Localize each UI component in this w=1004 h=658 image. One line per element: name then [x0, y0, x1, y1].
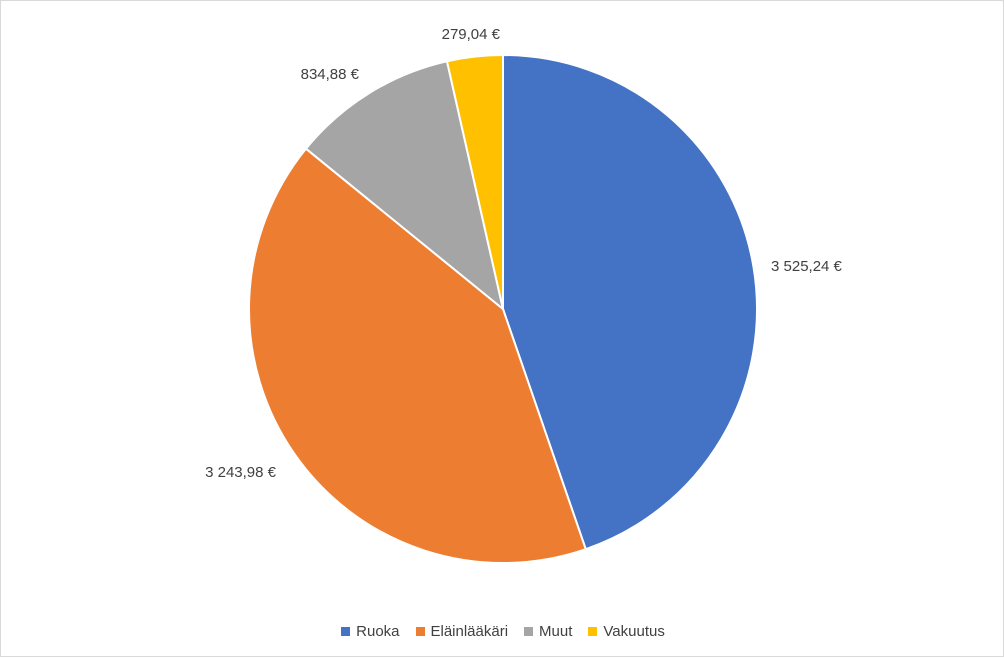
legend-item-elainlaakari: Eläinlääkäri	[415, 623, 509, 640]
legend-item-vakuutus: Vakuutus	[588, 623, 665, 640]
data-label-vakuutus: 279,04 €	[442, 26, 501, 43]
legend-label-elainlaakari: Eläinlääkäri	[430, 623, 509, 640]
legend-swatch-elainlaakari	[415, 627, 425, 636]
pie-slice-ruoka	[502, 53, 758, 551]
legend-swatch-vakuutus	[588, 627, 598, 636]
legend-label-muut: Muut	[539, 623, 573, 640]
data-label-elainlaakari: 3 243,98 €	[205, 464, 277, 481]
pie-slice-elainlaakari	[248, 147, 588, 564]
data-label-ruoka: 3 525,24 €	[771, 258, 843, 275]
pie-slice-vakuutus	[445, 53, 504, 310]
legend-swatch-muut	[524, 627, 534, 636]
data-label-muut: 834,88 €	[301, 66, 360, 83]
legend-label-ruoka: Ruoka	[356, 623, 400, 640]
pie-slice-muut	[304, 60, 505, 312]
legend-swatch-ruoka	[341, 627, 351, 636]
legend-label-vakuutus: Vakuutus	[603, 623, 665, 640]
legend: Ruoka Eläinlääkäri Muut Vakuutus	[1, 623, 1004, 640]
legend-item-ruoka: Ruoka	[341, 623, 400, 640]
legend-item-muut: Muut	[524, 623, 572, 640]
